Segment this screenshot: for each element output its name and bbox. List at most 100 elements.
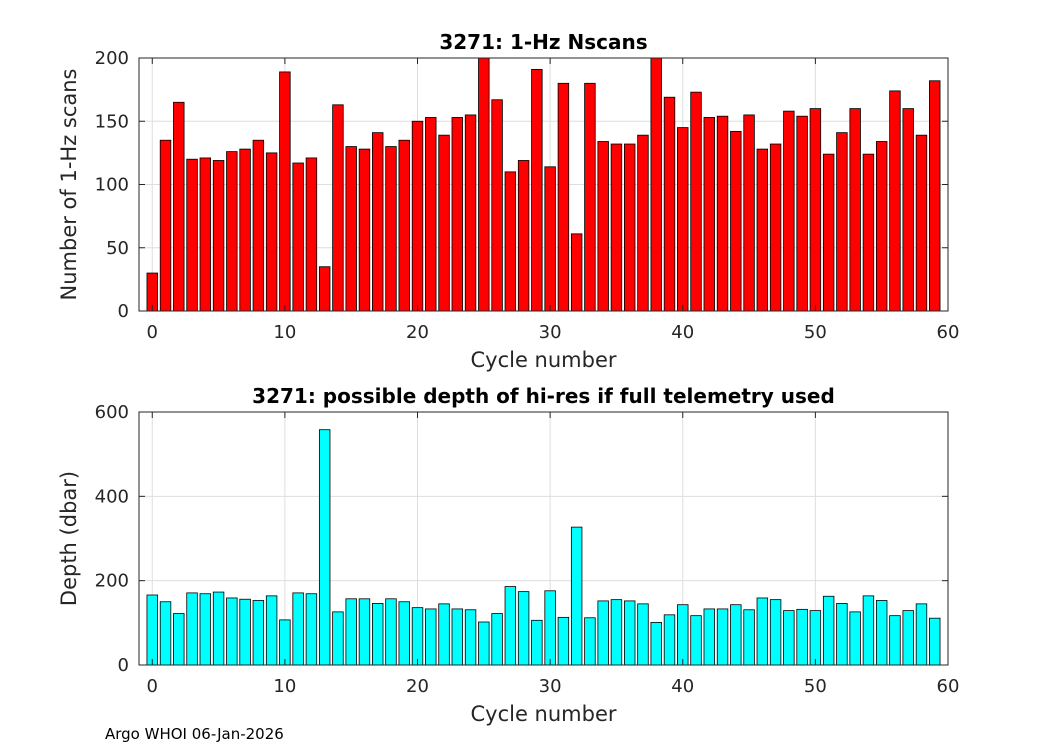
- bar: [875, 600, 888, 666]
- bar: [372, 603, 384, 666]
- bar: [318, 429, 331, 666]
- bar: [610, 599, 623, 666]
- bar: [411, 607, 424, 666]
- bar: [451, 117, 464, 312]
- bar: [318, 266, 331, 312]
- bar: [862, 595, 875, 666]
- bar: [438, 603, 450, 666]
- bar: [650, 57, 662, 312]
- bar: [783, 610, 795, 666]
- bar: [226, 151, 238, 312]
- bar: [637, 603, 649, 666]
- bar: [517, 160, 530, 312]
- bar: [425, 117, 437, 312]
- bar: [385, 146, 397, 312]
- bar: [425, 608, 437, 666]
- bar: [478, 57, 490, 312]
- bar: [226, 597, 238, 666]
- bar: [624, 143, 636, 312]
- bar: [796, 608, 808, 666]
- bar: [756, 597, 769, 666]
- x-tick-label: 60: [937, 322, 960, 343]
- x-tick-label: 30: [539, 322, 562, 343]
- bar: [438, 134, 450, 312]
- y-tick-label: 200: [95, 571, 129, 592]
- bar: [902, 108, 914, 312]
- bar: [743, 114, 755, 312]
- bar: [889, 615, 901, 666]
- bar: [624, 600, 636, 666]
- bar: [372, 132, 384, 312]
- bar: [849, 108, 861, 312]
- bar: [597, 600, 609, 666]
- y-tick-label: 0: [118, 301, 129, 322]
- bar: [570, 526, 583, 666]
- bar: [212, 591, 225, 666]
- bar: [915, 134, 928, 312]
- bar: [703, 117, 715, 312]
- bar: [385, 598, 397, 666]
- bar: [345, 146, 357, 312]
- bar: [173, 613, 185, 666]
- bar: [279, 71, 291, 312]
- bar: [358, 598, 371, 666]
- bar: [252, 139, 265, 312]
- bar: [809, 108, 822, 312]
- bar: [186, 592, 198, 666]
- bar: [464, 609, 477, 666]
- bar: [862, 153, 875, 312]
- bar: [677, 604, 689, 666]
- bar: [279, 619, 291, 666]
- bar: [796, 115, 808, 312]
- bar: [875, 141, 888, 312]
- x-tick-label: 0: [147, 676, 158, 697]
- bar: [186, 158, 198, 312]
- bar: [570, 233, 583, 312]
- bar: [265, 595, 278, 666]
- bar: [743, 609, 755, 666]
- bar: [199, 157, 212, 312]
- bar: [849, 611, 861, 666]
- bar: [769, 599, 782, 666]
- x-tick-label: 60: [937, 676, 960, 697]
- bar: [252, 600, 265, 666]
- bar: [478, 621, 490, 666]
- bar: [398, 139, 410, 312]
- bar: [332, 611, 344, 666]
- bar: [929, 80, 941, 312]
- footer-credit: Argo WHOI 06-Jan-2026: [105, 725, 284, 743]
- bar: [305, 157, 318, 312]
- x-tick-label: 50: [804, 322, 827, 343]
- bar: [212, 160, 225, 312]
- x-tick-label: 50: [804, 676, 827, 697]
- bar: [292, 162, 304, 312]
- bar: [690, 91, 702, 312]
- x-tick-label: 30: [539, 676, 562, 697]
- y-tick-label: 0: [118, 655, 129, 676]
- bar: [358, 148, 371, 312]
- bar: [531, 619, 543, 666]
- bar: [769, 143, 782, 312]
- bar: [146, 594, 158, 666]
- bar: [809, 610, 822, 666]
- x-tick-label: 10: [273, 322, 296, 343]
- bar: [822, 153, 835, 312]
- axes-box: [138, 411, 949, 666]
- chart-title: 3271: 1-Hz Nscans: [439, 30, 647, 54]
- bar: [332, 104, 344, 312]
- bar: [557, 82, 570, 312]
- bar: [239, 598, 251, 666]
- bar: [239, 148, 251, 312]
- x-tick-label: 0: [147, 322, 158, 343]
- bar: [756, 148, 769, 312]
- chart-1: 0 10 20 30 40 50 60 0 50 100 150 200 3271: 1-Hz Nsca…: [57, 30, 959, 372]
- x-tick-label: 10: [273, 676, 296, 697]
- bar: [915, 603, 928, 666]
- y-axis-label: Depth (dbar): [57, 471, 81, 606]
- bar: [544, 590, 556, 666]
- bar: [504, 586, 517, 666]
- bar: [451, 608, 464, 666]
- y-tick-label: 200: [95, 48, 129, 69]
- y-tick-label: 600: [95, 402, 129, 423]
